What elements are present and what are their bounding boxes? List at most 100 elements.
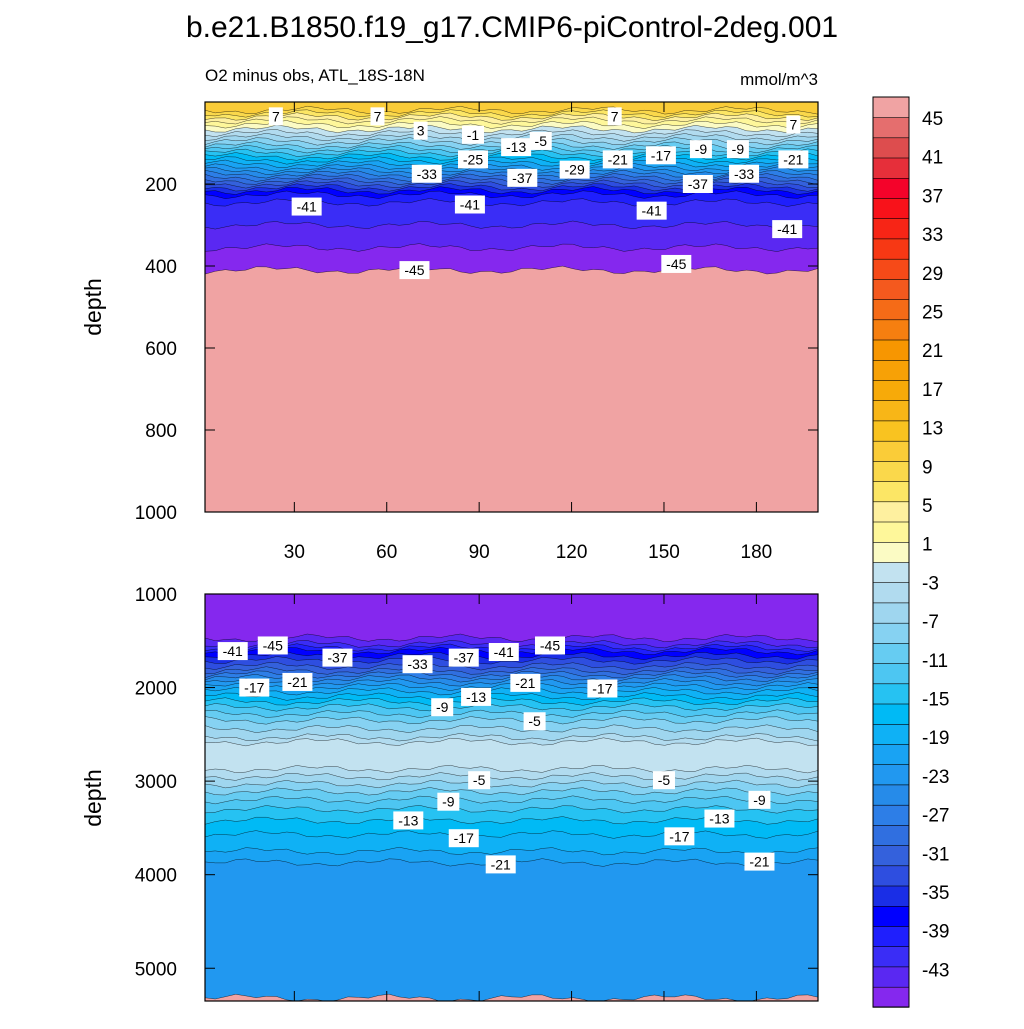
- contour-band: [205, 594, 818, 642]
- colorbar-label: -23: [922, 767, 949, 788]
- colorbar-label: -39: [922, 922, 949, 943]
- colorbar-label: -15: [922, 690, 949, 711]
- y-tick-label: 5000: [135, 959, 177, 980]
- contour-label: 7: [789, 117, 797, 133]
- colorbar-swatch: [872, 298, 910, 321]
- contour-line: [205, 733, 818, 742]
- contour-line: [205, 109, 818, 118]
- colorbar-swatch: [872, 642, 910, 664]
- contour-label-box: [704, 809, 735, 828]
- contour-label-box: [448, 648, 479, 667]
- colorbar-swatch: [872, 804, 910, 826]
- contour-label: -13: [398, 812, 418, 828]
- contour-label: -21: [515, 675, 535, 691]
- colorbar-swatch: [872, 561, 910, 583]
- contour-label: -9: [732, 141, 745, 157]
- colorbar-label: 33: [922, 225, 943, 246]
- colorbar-swatch: [872, 238, 910, 260]
- y-tick-label: 400: [145, 257, 177, 278]
- contour-label: -13: [709, 811, 729, 827]
- colorbar-label: 9: [922, 457, 933, 478]
- colorbar-swatch: [872, 541, 910, 563]
- colorbar-swatch: [872, 581, 910, 604]
- contour-label: -33: [417, 166, 437, 182]
- upper-y-axis-label: depth: [80, 278, 106, 336]
- contour-label: -25: [463, 151, 483, 167]
- contour-label-box: [559, 160, 590, 179]
- contour-label-box: [413, 121, 428, 140]
- colorbar-label: -11: [922, 651, 948, 672]
- x-tick-label: 90: [469, 542, 490, 563]
- contour-line: [205, 830, 818, 839]
- colorbar-swatch: [872, 399, 910, 422]
- contour-label-box: [636, 201, 667, 220]
- contour-label-box: [457, 150, 488, 169]
- contour-label: -17: [651, 147, 671, 163]
- contour-label: -41: [460, 197, 480, 213]
- colorbar-swatch: [872, 359, 910, 381]
- contour-label: 7: [374, 108, 382, 124]
- x-tick-label: 30: [284, 542, 305, 563]
- lower-contour-fills: [205, 594, 818, 1001]
- colorbar-swatch: [872, 137, 910, 159]
- colorbar-label: -7: [922, 612, 939, 633]
- contour-label: -41: [494, 644, 514, 660]
- x-tick-label: 150: [648, 542, 680, 563]
- upper-contour-labels: 7 7 7 7 3 -1 -5 -13 -25 -33 -29 -21 -17 -9 -9 -21 -33 -37…: [268, 107, 809, 280]
- colorbar-swatch: [872, 278, 910, 300]
- colorbar-swatch: [872, 966, 910, 988]
- contour-label-box: [652, 771, 675, 790]
- contour-label: -21: [749, 854, 769, 870]
- contour-line: [205, 805, 818, 814]
- contour-label-box: [402, 655, 433, 674]
- contour-line: [205, 220, 818, 230]
- contour-label: -17: [669, 828, 689, 844]
- contour-line: [205, 772, 818, 781]
- contour-label: -37: [512, 170, 532, 186]
- contour-label-box: [778, 150, 809, 169]
- contour-label-box: [607, 107, 622, 126]
- upper-contour-fills: [205, 102, 818, 512]
- contour-line: [205, 183, 818, 192]
- contour-line: [205, 656, 818, 665]
- contour-label: -9: [695, 141, 708, 157]
- contour-label-box: [726, 140, 749, 159]
- lower-y-axis-label: depth: [80, 769, 106, 827]
- colorbar-swatch: [872, 885, 910, 907]
- contour-line: [205, 265, 818, 275]
- contour-line: [205, 795, 818, 805]
- contour-label: -21: [287, 674, 307, 690]
- contour-label-box: [507, 168, 538, 187]
- contour-label: 7: [611, 108, 619, 124]
- contour-line: [205, 993, 818, 1001]
- contour-line: [205, 737, 818, 747]
- colorbar-swatch: [872, 218, 910, 240]
- contour-label-box: [748, 790, 771, 809]
- colorbar-label: 21: [922, 341, 943, 362]
- colorbar-swatch: [872, 824, 910, 846]
- upper-axis-ticks: 200 400 600 800 1000 30 60 90 120 150 180: [135, 102, 818, 563]
- contour-label-box: [501, 138, 532, 157]
- contour-label: -33: [407, 656, 427, 672]
- colorbar-label: -35: [922, 883, 949, 904]
- x-tick-label: 120: [556, 542, 588, 563]
- contour-line: [205, 186, 818, 195]
- y-tick-label: 2000: [135, 679, 177, 700]
- contour-label-box: [786, 115, 801, 134]
- contour-label-box: [448, 829, 479, 848]
- contour-label: -45: [666, 256, 686, 272]
- colorbar: 45 41 37 33 29 25 21 17 13 9 5 1 -3 -7 -11 -15 -19 -23 -27…: [872, 96, 949, 1008]
- colorbar-frame: [872, 96, 910, 1008]
- contour-label: -37: [454, 650, 474, 666]
- contour-label: -45: [263, 637, 283, 653]
- contour-line: [205, 129, 818, 138]
- y-tick-label: 1000: [135, 585, 177, 606]
- colorbar-swatch: [872, 197, 910, 220]
- contour-label: 7: [272, 108, 280, 124]
- contour-label-box: [510, 673, 541, 692]
- contour-label: -17: [592, 680, 612, 696]
- contour-line: [205, 787, 818, 796]
- contour-label-box: [437, 792, 460, 811]
- contour-label: -5: [473, 772, 486, 788]
